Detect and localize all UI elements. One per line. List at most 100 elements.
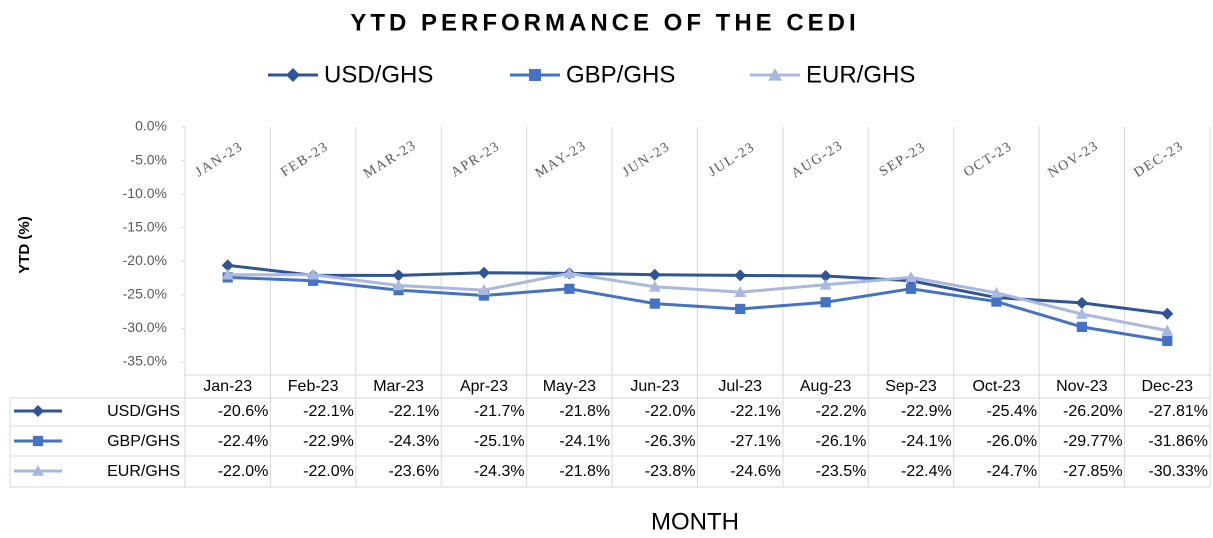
marker (1161, 324, 1174, 336)
marker (905, 283, 917, 294)
y-tick-label: -20.0% (123, 252, 167, 268)
x-tick-label: Dec-23 (1132, 139, 1187, 181)
table-cell: -22.1% (389, 403, 440, 420)
table-cell: -22.4% (218, 433, 269, 450)
table-legend-marker (32, 435, 44, 447)
table-cell: -24.7% (986, 463, 1037, 480)
x-tick-label: Mar-23 (361, 138, 419, 182)
marker (1162, 335, 1173, 347)
table-cell: -22.4% (901, 463, 952, 480)
table-legend-marker (32, 465, 44, 476)
table-cell: -22.1% (730, 403, 781, 420)
legend-marker (768, 68, 782, 81)
table-cell: -27.1% (730, 433, 781, 450)
marker (392, 269, 405, 282)
table-cell: -26.0% (986, 433, 1037, 450)
table-cell: -30.33% (1148, 463, 1208, 480)
table-cell: -26.20% (1063, 403, 1123, 420)
legend-label: EUR/GHS (806, 61, 915, 88)
x-tick-label: Jun-23 (620, 139, 673, 180)
marker (1076, 321, 1087, 332)
table-cell: -21.7% (474, 403, 525, 420)
y-tick-label: -35.0% (123, 353, 167, 369)
marker (1075, 307, 1088, 319)
marker (477, 284, 490, 295)
x-axis-label: MONTH (651, 508, 739, 535)
y-tick-label: -10.0% (123, 185, 167, 201)
table-cell: -24.1% (901, 433, 952, 450)
y-tick-label: -25.0% (123, 286, 167, 302)
chart-title: YTD PERFORMANCE OF THE CEDI (350, 9, 859, 36)
marker (307, 268, 320, 280)
x-tick-label: Apr-23 (449, 139, 504, 181)
legend-marker (529, 69, 541, 81)
table-cell: -22.0% (303, 463, 354, 480)
table-cell: -24.1% (559, 433, 610, 450)
table-cell: -22.1% (303, 403, 354, 420)
marker (648, 280, 661, 292)
table-header: Jan-23 (203, 378, 252, 395)
series-line (227, 263, 1168, 316)
table-cell: -25.4% (986, 403, 1037, 420)
y-tick-label: 0.0% (135, 118, 167, 134)
table-cell: -27.81% (1148, 403, 1208, 420)
table-cell: -23.8% (645, 463, 696, 480)
table-header: Sep-23 (885, 378, 937, 395)
marker (392, 279, 405, 291)
marker (735, 303, 746, 315)
marker (819, 270, 832, 283)
table-cell: -23.6% (389, 463, 440, 480)
marker (564, 283, 575, 294)
table-row-label: GBP/GHS (107, 433, 180, 450)
y-axis-label: YTD (%) (16, 216, 33, 274)
marker (477, 266, 490, 279)
table-cell: -27.85% (1063, 463, 1123, 480)
marker (991, 296, 1002, 307)
table-cell: -23.5% (816, 463, 867, 480)
marker (221, 268, 234, 280)
marker (734, 286, 747, 297)
table-header: Oct-23 (972, 378, 1020, 395)
marker (819, 278, 832, 290)
table-cell: -26.3% (645, 433, 696, 450)
x-tick-label: Oct-23 (961, 139, 1015, 181)
table-cell: -29.77% (1063, 433, 1123, 450)
x-tick-label: Aug-23 (789, 138, 846, 181)
x-tick-label: Jan-23 (193, 139, 246, 180)
table-cell: -25.1% (474, 433, 525, 450)
marker (905, 271, 918, 283)
y-tick-label: -15.0% (123, 218, 167, 234)
table-header: Apr-23 (460, 378, 508, 395)
x-tick-label: Nov-23 (1046, 138, 1102, 181)
legend-label: GBP/GHS (566, 61, 675, 88)
table-cell: -26.1% (816, 433, 867, 450)
y-tick-label: -30.0% (123, 319, 167, 335)
table-header: Dec-23 (1142, 378, 1194, 395)
table-cell: -22.9% (303, 433, 354, 450)
table-header: Jun-23 (630, 378, 679, 395)
marker (1161, 307, 1174, 320)
table-row-label: USD/GHS (107, 403, 180, 420)
series-line (227, 275, 1168, 343)
legend-marker (286, 68, 300, 82)
table-cell: -24.6% (730, 463, 781, 480)
x-tick-label: Sep-23 (877, 140, 929, 180)
marker (820, 297, 831, 308)
table-cell: -22.9% (901, 403, 952, 420)
table-header: Mar-23 (373, 378, 424, 395)
x-tick-label: Feb-23 (278, 139, 331, 180)
table-cell: -24.3% (389, 433, 440, 450)
marker (478, 290, 490, 301)
x-tick-label: May-23 (533, 138, 590, 181)
table-row-label: EUR/GHS (107, 463, 180, 480)
table-cell: -22.0% (645, 403, 696, 420)
marker (649, 298, 660, 309)
marker (648, 268, 661, 281)
table-header: May-23 (543, 378, 596, 395)
marker (1075, 296, 1088, 309)
table-cell: -31.86% (1148, 433, 1208, 450)
table-header: Feb-23 (288, 378, 339, 395)
table-cell: -20.6% (218, 403, 269, 420)
legend-label: USD/GHS (324, 61, 433, 88)
